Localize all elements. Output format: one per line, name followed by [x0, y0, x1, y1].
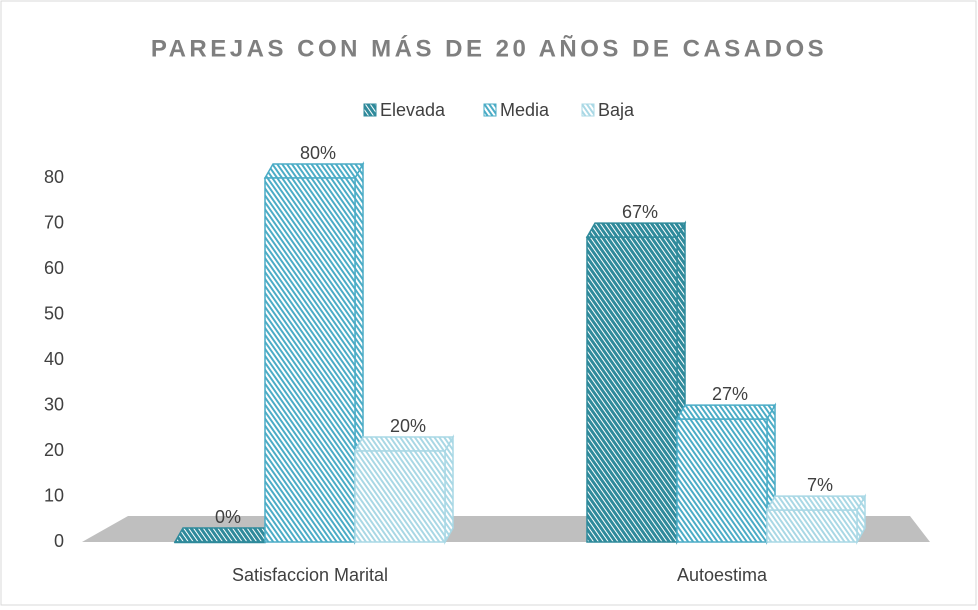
bar-front: [354, 450, 446, 543]
y-tick-label: 70: [44, 212, 64, 232]
legend-label: Elevada: [380, 100, 446, 120]
y-tick-label: 10: [44, 485, 64, 505]
y-tick-label: 30: [44, 394, 64, 414]
bar-top: [353, 436, 455, 452]
bar-top: [675, 404, 777, 420]
bar: [675, 402, 777, 545]
data-label: 7%: [807, 475, 833, 495]
legend-swatch: [363, 103, 377, 117]
data-label: 67%: [622, 202, 658, 222]
y-tick-label: 60: [44, 258, 64, 278]
bar-front: [766, 509, 858, 543]
data-label: 20%: [390, 416, 426, 436]
legend-label: Media: [500, 100, 550, 120]
data-label: 80%: [300, 143, 336, 163]
bar: [263, 161, 365, 545]
y-tick-label: 40: [44, 349, 64, 369]
legend-swatch: [581, 103, 595, 117]
legend-swatch: [483, 103, 497, 117]
bar: [765, 493, 867, 545]
bar-top: [263, 163, 365, 179]
data-label: 27%: [712, 384, 748, 404]
bar-front: [174, 541, 266, 544]
bar-front: [586, 236, 678, 543]
bar-top: [173, 527, 275, 543]
bar-front: [676, 418, 768, 543]
bar: [173, 527, 275, 544]
x-tick-label: Satisfaccion Marital: [232, 565, 388, 585]
bar-front: [264, 177, 356, 543]
data-label: 0%: [215, 507, 241, 527]
chart-title: PAREJAS CON MÁS DE 20 AÑOS DE CASADOS: [151, 34, 827, 62]
bar-top: [765, 495, 867, 511]
bar-side: [444, 434, 454, 545]
y-tick-label: 20: [44, 440, 64, 460]
y-tick-label: 80: [44, 167, 64, 187]
legend: Elevada Media Baja: [363, 100, 635, 120]
bar: [585, 220, 687, 545]
legend-label: Baja: [598, 100, 635, 120]
bar-top: [585, 222, 687, 238]
bar: [353, 434, 455, 545]
y-tick-label: 0: [54, 531, 64, 551]
x-tick-label: Autoestima: [677, 565, 768, 585]
y-tick-label: 50: [44, 303, 64, 323]
